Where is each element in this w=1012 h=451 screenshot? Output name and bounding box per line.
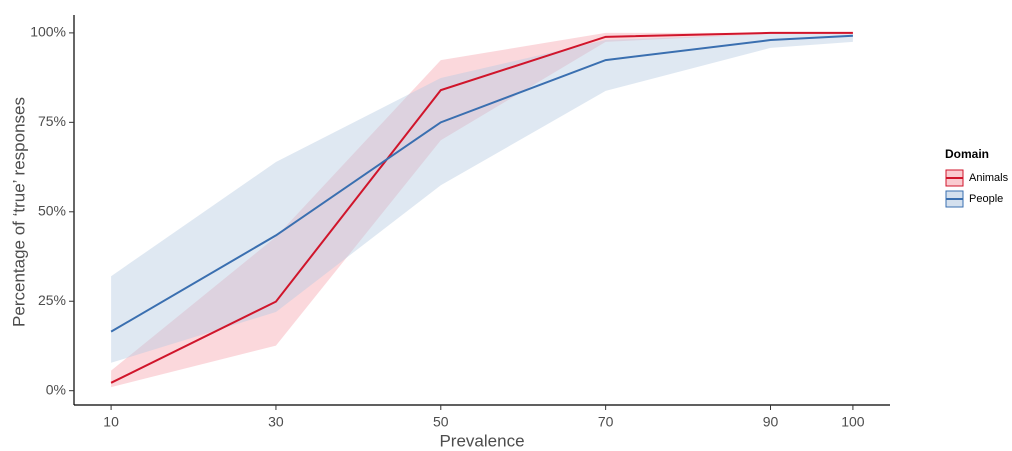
- line: [110, 34, 853, 333]
- legend-label: Animals: [969, 172, 1009, 184]
- x-tick-label: 70: [598, 414, 614, 430]
- legend-label: People: [969, 193, 1003, 205]
- ribbon: [111, 32, 853, 388]
- y-tick-label: 100%: [30, 24, 66, 40]
- y-tick-label: 0%: [46, 381, 66, 397]
- x-tick-label: 10: [103, 414, 119, 430]
- x-axis-title: Prevalence: [439, 431, 524, 450]
- x-tick-label: 30: [268, 414, 284, 430]
- x-tick-label: 50: [433, 414, 449, 430]
- line: [110, 31, 853, 384]
- y-tick-label: 75%: [38, 113, 66, 129]
- y-axis-title: Percentage of ‘true’ responses: [9, 97, 28, 327]
- legend-title: Domain: [945, 147, 989, 161]
- ribbon: [111, 33, 853, 363]
- y-tick-label: 25%: [38, 292, 66, 308]
- y-tick-label: 50%: [38, 202, 66, 218]
- x-tick-label: 100: [841, 414, 865, 430]
- x-tick-label: 90: [763, 414, 779, 430]
